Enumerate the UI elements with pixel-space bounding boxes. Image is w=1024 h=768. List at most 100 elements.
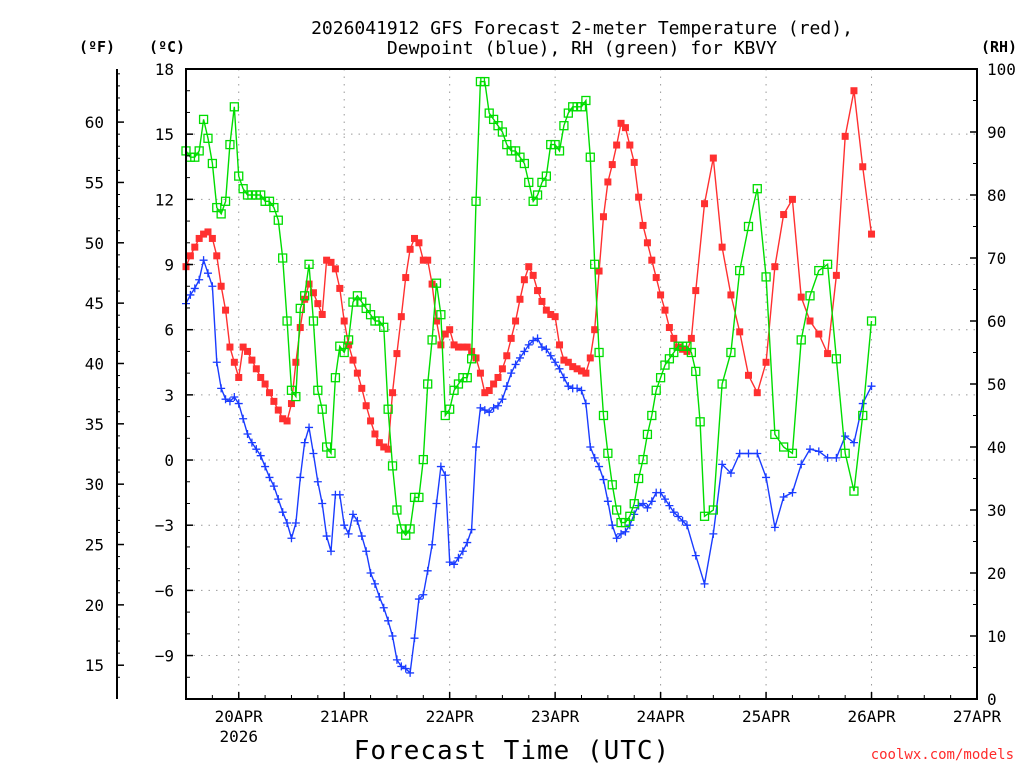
rh-point xyxy=(414,492,424,503)
rh-tick-label: 20 xyxy=(987,564,1006,583)
x-tick-sublabel: 2026 xyxy=(219,727,258,746)
dewpoint-point xyxy=(603,497,612,506)
rh-tick-label: 80 xyxy=(987,186,1006,205)
series-layer xyxy=(181,76,877,677)
rh-point xyxy=(796,335,806,345)
temperature-point xyxy=(367,417,375,425)
dewpoint-point xyxy=(370,579,379,588)
temperature-point xyxy=(463,343,471,351)
x-tick-label: 26APR xyxy=(847,707,896,726)
dewpoint-point xyxy=(357,532,366,541)
dewpoint-point xyxy=(269,482,278,491)
dewpoint-point xyxy=(674,512,683,521)
temperature-point xyxy=(230,358,238,366)
temperature-point xyxy=(226,343,234,351)
dewpoint-point xyxy=(660,495,669,504)
rh-point xyxy=(612,505,622,515)
rh-point xyxy=(607,480,617,490)
temperature-point xyxy=(235,373,243,381)
dewpoint-point xyxy=(832,453,841,462)
x-tick-label: 23APR xyxy=(531,707,580,726)
rh-point xyxy=(519,158,530,169)
dewpoint-point xyxy=(221,395,230,404)
dewpoint-point xyxy=(639,499,648,508)
rh-point xyxy=(313,385,323,395)
dewpoint-point xyxy=(239,414,248,423)
dewpoint-point xyxy=(261,462,270,471)
temperature-point xyxy=(437,341,445,349)
dewpoint-point xyxy=(265,473,274,482)
dewpoint-point xyxy=(542,345,551,354)
temperature-point xyxy=(591,326,599,334)
temperature-point xyxy=(204,228,212,236)
rh-point xyxy=(735,265,745,276)
dewpoint-point xyxy=(814,447,823,456)
temperature-point xyxy=(507,334,515,342)
dewpoint-point xyxy=(195,275,204,284)
temperature-point xyxy=(309,289,317,297)
dewpoint-point xyxy=(546,351,555,360)
temperature-point xyxy=(824,350,832,358)
dewpoint-point xyxy=(647,497,656,506)
rh-line xyxy=(185,80,873,537)
chart-title-line2: Dewpoint (blue), RH (green) for KBVY xyxy=(387,38,777,59)
rh-unit-label: (RH) xyxy=(981,38,1017,56)
dewpoint-point xyxy=(379,603,388,612)
dewpoint-point xyxy=(520,347,529,356)
rh-point xyxy=(431,278,442,288)
dewpoint-point xyxy=(397,662,406,671)
dewpoint-point xyxy=(691,551,700,560)
dewpoint-point xyxy=(203,269,212,278)
fahrenheit-tick-label: 30 xyxy=(85,475,104,494)
temperature-point xyxy=(419,256,427,264)
dewpoint-point xyxy=(305,423,314,432)
dewpoint-point xyxy=(573,384,582,393)
rh-point xyxy=(379,322,389,332)
dewpoint-point xyxy=(463,538,472,547)
temperature-point xyxy=(375,439,383,447)
temperature-point xyxy=(665,324,673,332)
temperature-point xyxy=(195,234,203,242)
temperature-point xyxy=(345,341,353,349)
celsius-tick-label: 0 xyxy=(164,451,174,470)
dewpoint-point xyxy=(494,401,503,410)
dewpoint-point xyxy=(366,569,375,577)
temperature-point xyxy=(397,313,405,321)
dewpoint-point xyxy=(362,547,371,556)
dewpoint-point xyxy=(300,438,309,447)
rh-point xyxy=(427,335,437,345)
dewpoint-point xyxy=(353,516,362,525)
dewpoint-point xyxy=(414,595,423,604)
rh-point xyxy=(304,259,314,269)
temperature-point xyxy=(630,158,638,166)
rh-point xyxy=(787,448,798,458)
dewpoint-point xyxy=(511,360,520,369)
temperature-point xyxy=(402,274,410,282)
celsius-tick-label: 18 xyxy=(155,60,174,79)
rh-point xyxy=(541,171,551,181)
rh-point xyxy=(203,133,213,143)
dewpoint-point xyxy=(612,534,621,543)
temperature-point xyxy=(186,252,194,260)
temperature-point xyxy=(498,365,506,373)
temperature-point xyxy=(578,367,585,375)
temperature-point xyxy=(780,211,788,219)
temperature-point xyxy=(257,373,265,381)
temperature-point xyxy=(643,239,651,247)
dewpoint-point xyxy=(318,499,327,508)
rh-point xyxy=(708,505,718,515)
celsius-tick-label: 15 xyxy=(155,125,174,144)
dewpoint-point xyxy=(243,429,252,438)
temperature-point xyxy=(542,306,550,314)
dewpoint-point xyxy=(533,334,542,343)
rh-tick-label: 30 xyxy=(987,501,1006,520)
temperature-point xyxy=(582,369,590,377)
temperature-point xyxy=(661,306,669,314)
temperature-point xyxy=(406,245,414,253)
rh-point xyxy=(585,152,595,162)
temperature-point xyxy=(652,274,660,282)
rh-point xyxy=(383,404,393,414)
rh-point xyxy=(462,373,472,383)
temperature-point xyxy=(503,352,511,360)
dewpoint-point xyxy=(348,510,357,519)
